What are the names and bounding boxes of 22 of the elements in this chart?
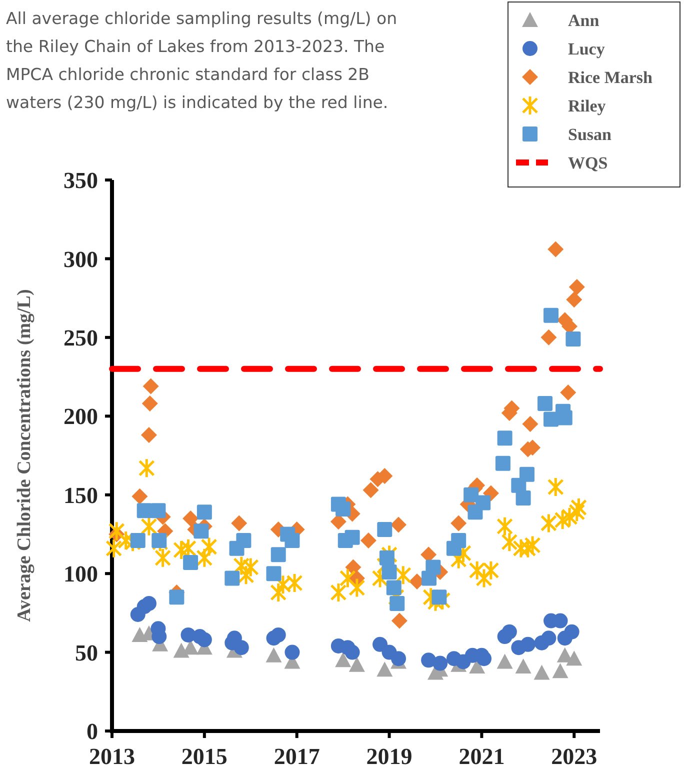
y-tick-label: 200: [64, 404, 98, 430]
x-tick-label: 2017: [274, 744, 320, 769]
x-tick-label: 2013: [89, 744, 135, 769]
y-tick-label: 300: [64, 246, 98, 272]
x-tick-label: 2015: [181, 744, 228, 769]
legend-label: Lucy: [568, 39, 606, 58]
legend-label: Susan: [568, 124, 612, 144]
x-tick-label: 2021: [458, 744, 505, 769]
legend-label: Rice Marsh: [568, 68, 654, 87]
legend-label: Ann: [568, 10, 600, 30]
y-tick-label: 350: [64, 168, 98, 194]
y-tick-label: 150: [64, 482, 98, 508]
legend-label: WQS: [568, 153, 608, 172]
y-tick-label: 250: [64, 325, 98, 350]
chart-title: All average chloride sampling results (mg/L) on the Riley Chain of Lakes from 2013-2023. The MPCA chloride chronic standard for class 2B waters (230 mg/L) is indicated by the red line.: [6, 9, 398, 112]
y-tick-label: 50: [75, 640, 98, 666]
legend-label: Riley: [568, 96, 606, 116]
y-tick-label: 100: [64, 562, 98, 587]
x-tick-label: 2019: [366, 744, 412, 769]
y-tick-label: 0: [86, 719, 98, 744]
x-tick-label: 2023: [551, 744, 598, 769]
y-axis-title: Average Chloride Concentrations (mg/L): [14, 289, 35, 622]
